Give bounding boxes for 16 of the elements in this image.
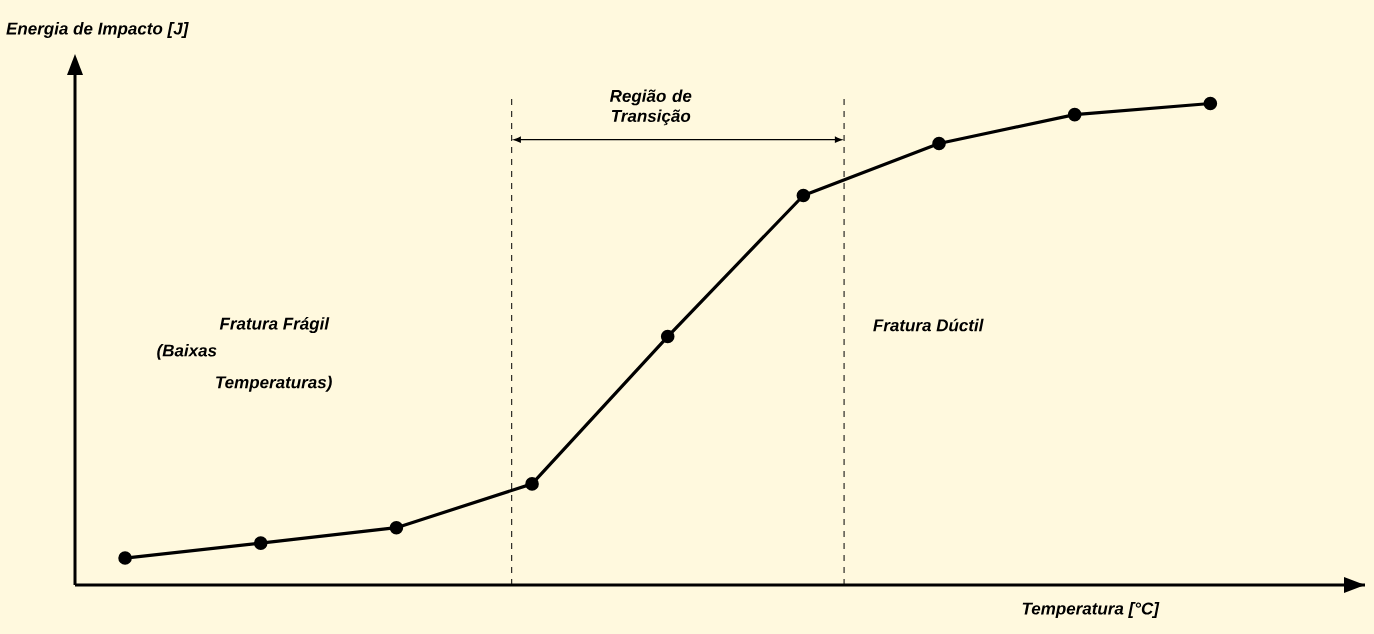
annotation: Região de Transição [609, 89, 692, 126]
point [389, 520, 404, 535]
point [796, 188, 811, 203]
point [253, 536, 268, 550]
point [1203, 96, 1218, 111]
annotation: Temperaturas) [216, 375, 332, 392]
y-axis-title: Energia de Impacto [J] [6, 22, 189, 38]
annotation: (Baixas [157, 344, 217, 360]
point [118, 551, 132, 565]
point [932, 136, 946, 151]
point [525, 477, 539, 491]
point [660, 329, 675, 344]
annotation: Fratura Dúctil [873, 318, 984, 332]
point [1067, 107, 1082, 122]
x-axis-title: Temperatura [°C] [1022, 602, 1160, 618]
annotation: Fratura Frágil [219, 316, 330, 333]
